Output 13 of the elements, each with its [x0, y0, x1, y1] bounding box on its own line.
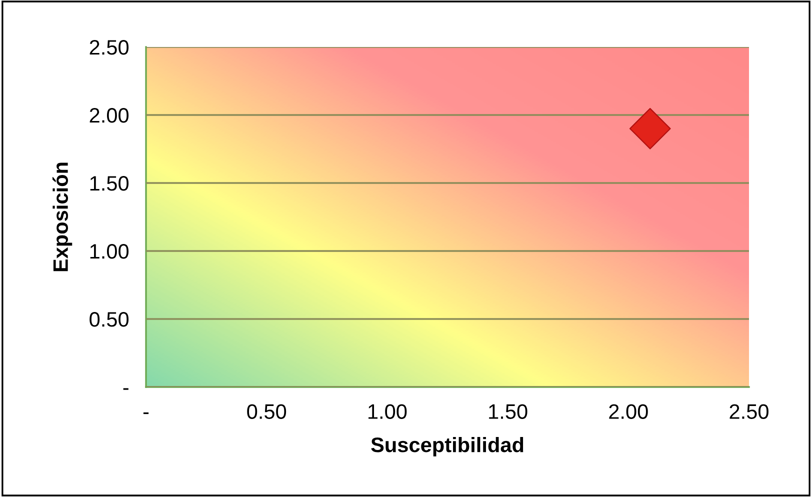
x-tick-label: 1.00: [368, 404, 407, 419]
x-tick-label: 1.50: [489, 404, 528, 419]
y-tick-label: -: [123, 388, 128, 390]
y-tick-label: 1.50: [90, 176, 129, 191]
x-tick-label: 2.50: [730, 404, 768, 419]
y-tick-label: 0.50: [90, 312, 129, 327]
x-tick-label: 2.00: [609, 404, 648, 419]
y-tick-label: 1.00: [90, 244, 129, 259]
y-axis-title: Exposición: [52, 162, 72, 272]
y-tick-label: 2.50: [90, 40, 129, 55]
x-tick-label: 0.50: [247, 404, 286, 419]
x-axis-title: Susceptibilidad: [371, 436, 524, 456]
y-tick-label: 2.00: [90, 108, 129, 123]
